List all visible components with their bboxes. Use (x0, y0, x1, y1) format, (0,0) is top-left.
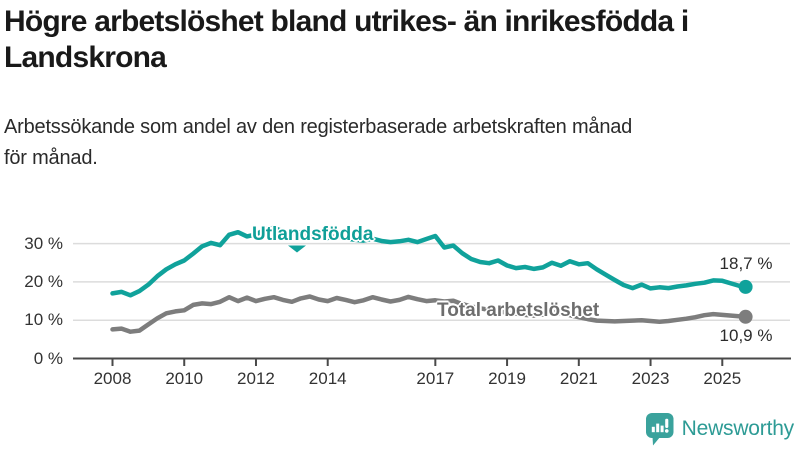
y-tick-label-20: 20 % (24, 271, 63, 291)
series-line-utlandsfodda (110, 225, 748, 298)
y-tick-label-0: 0 % (33, 348, 63, 368)
end-value-label-total: 10,9 % (719, 326, 773, 345)
utlandsfodda-pointer-icon (288, 245, 306, 253)
x-tick-label-2017: 2017 (416, 369, 455, 388)
y-tick-label-30: 30 % (24, 233, 63, 253)
y-tick-label-10: 10 % (24, 310, 63, 330)
x-tick-label-2021: 2021 (559, 369, 598, 388)
end-value-label-utlandsfodda: 18,7 % (719, 254, 773, 273)
x-tick-label-2025: 2025 (703, 369, 742, 388)
x-tick-label-2023: 2023 (631, 369, 670, 388)
x-tick-label-2019: 2019 (488, 369, 526, 388)
page-title: Högre arbetslöshet bland utrikes- än inr… (4, 4, 800, 76)
chart-subtitle: Arbetssökande som andel av den registerb… (4, 112, 800, 174)
x-tick-label-2012: 2012 (237, 369, 275, 388)
series-label-total-arbetsloshet: Total arbetslöshet (437, 300, 600, 321)
x-tick-label-2014: 2014 (308, 369, 347, 388)
series-end-dot-total (738, 309, 753, 324)
series-line-total (110, 294, 748, 334)
x-tick-label-2008: 2008 (93, 369, 132, 388)
page-title-line2: Landskrona (4, 41, 167, 74)
series-label-utlandsfodda: Utlandsfödda (252, 224, 374, 245)
newsworthy-chart-bubble-icon (645, 413, 674, 446)
newsworthy-logo[interactable]: Newsworthy (645, 411, 794, 447)
x-tick-label-2010: 2010 (165, 369, 204, 388)
chart-subtitle-line1: Arbetssökande som andel av den registerb… (4, 116, 633, 138)
page-title-line1: Högre arbetslöshet bland utrikes- än inr… (4, 5, 689, 38)
chart-subtitle-line2: för månad. (4, 147, 98, 169)
series-end-dot-utlandsfodda (738, 279, 753, 294)
newsworthy-logo-text: Newsworthy (681, 417, 795, 440)
